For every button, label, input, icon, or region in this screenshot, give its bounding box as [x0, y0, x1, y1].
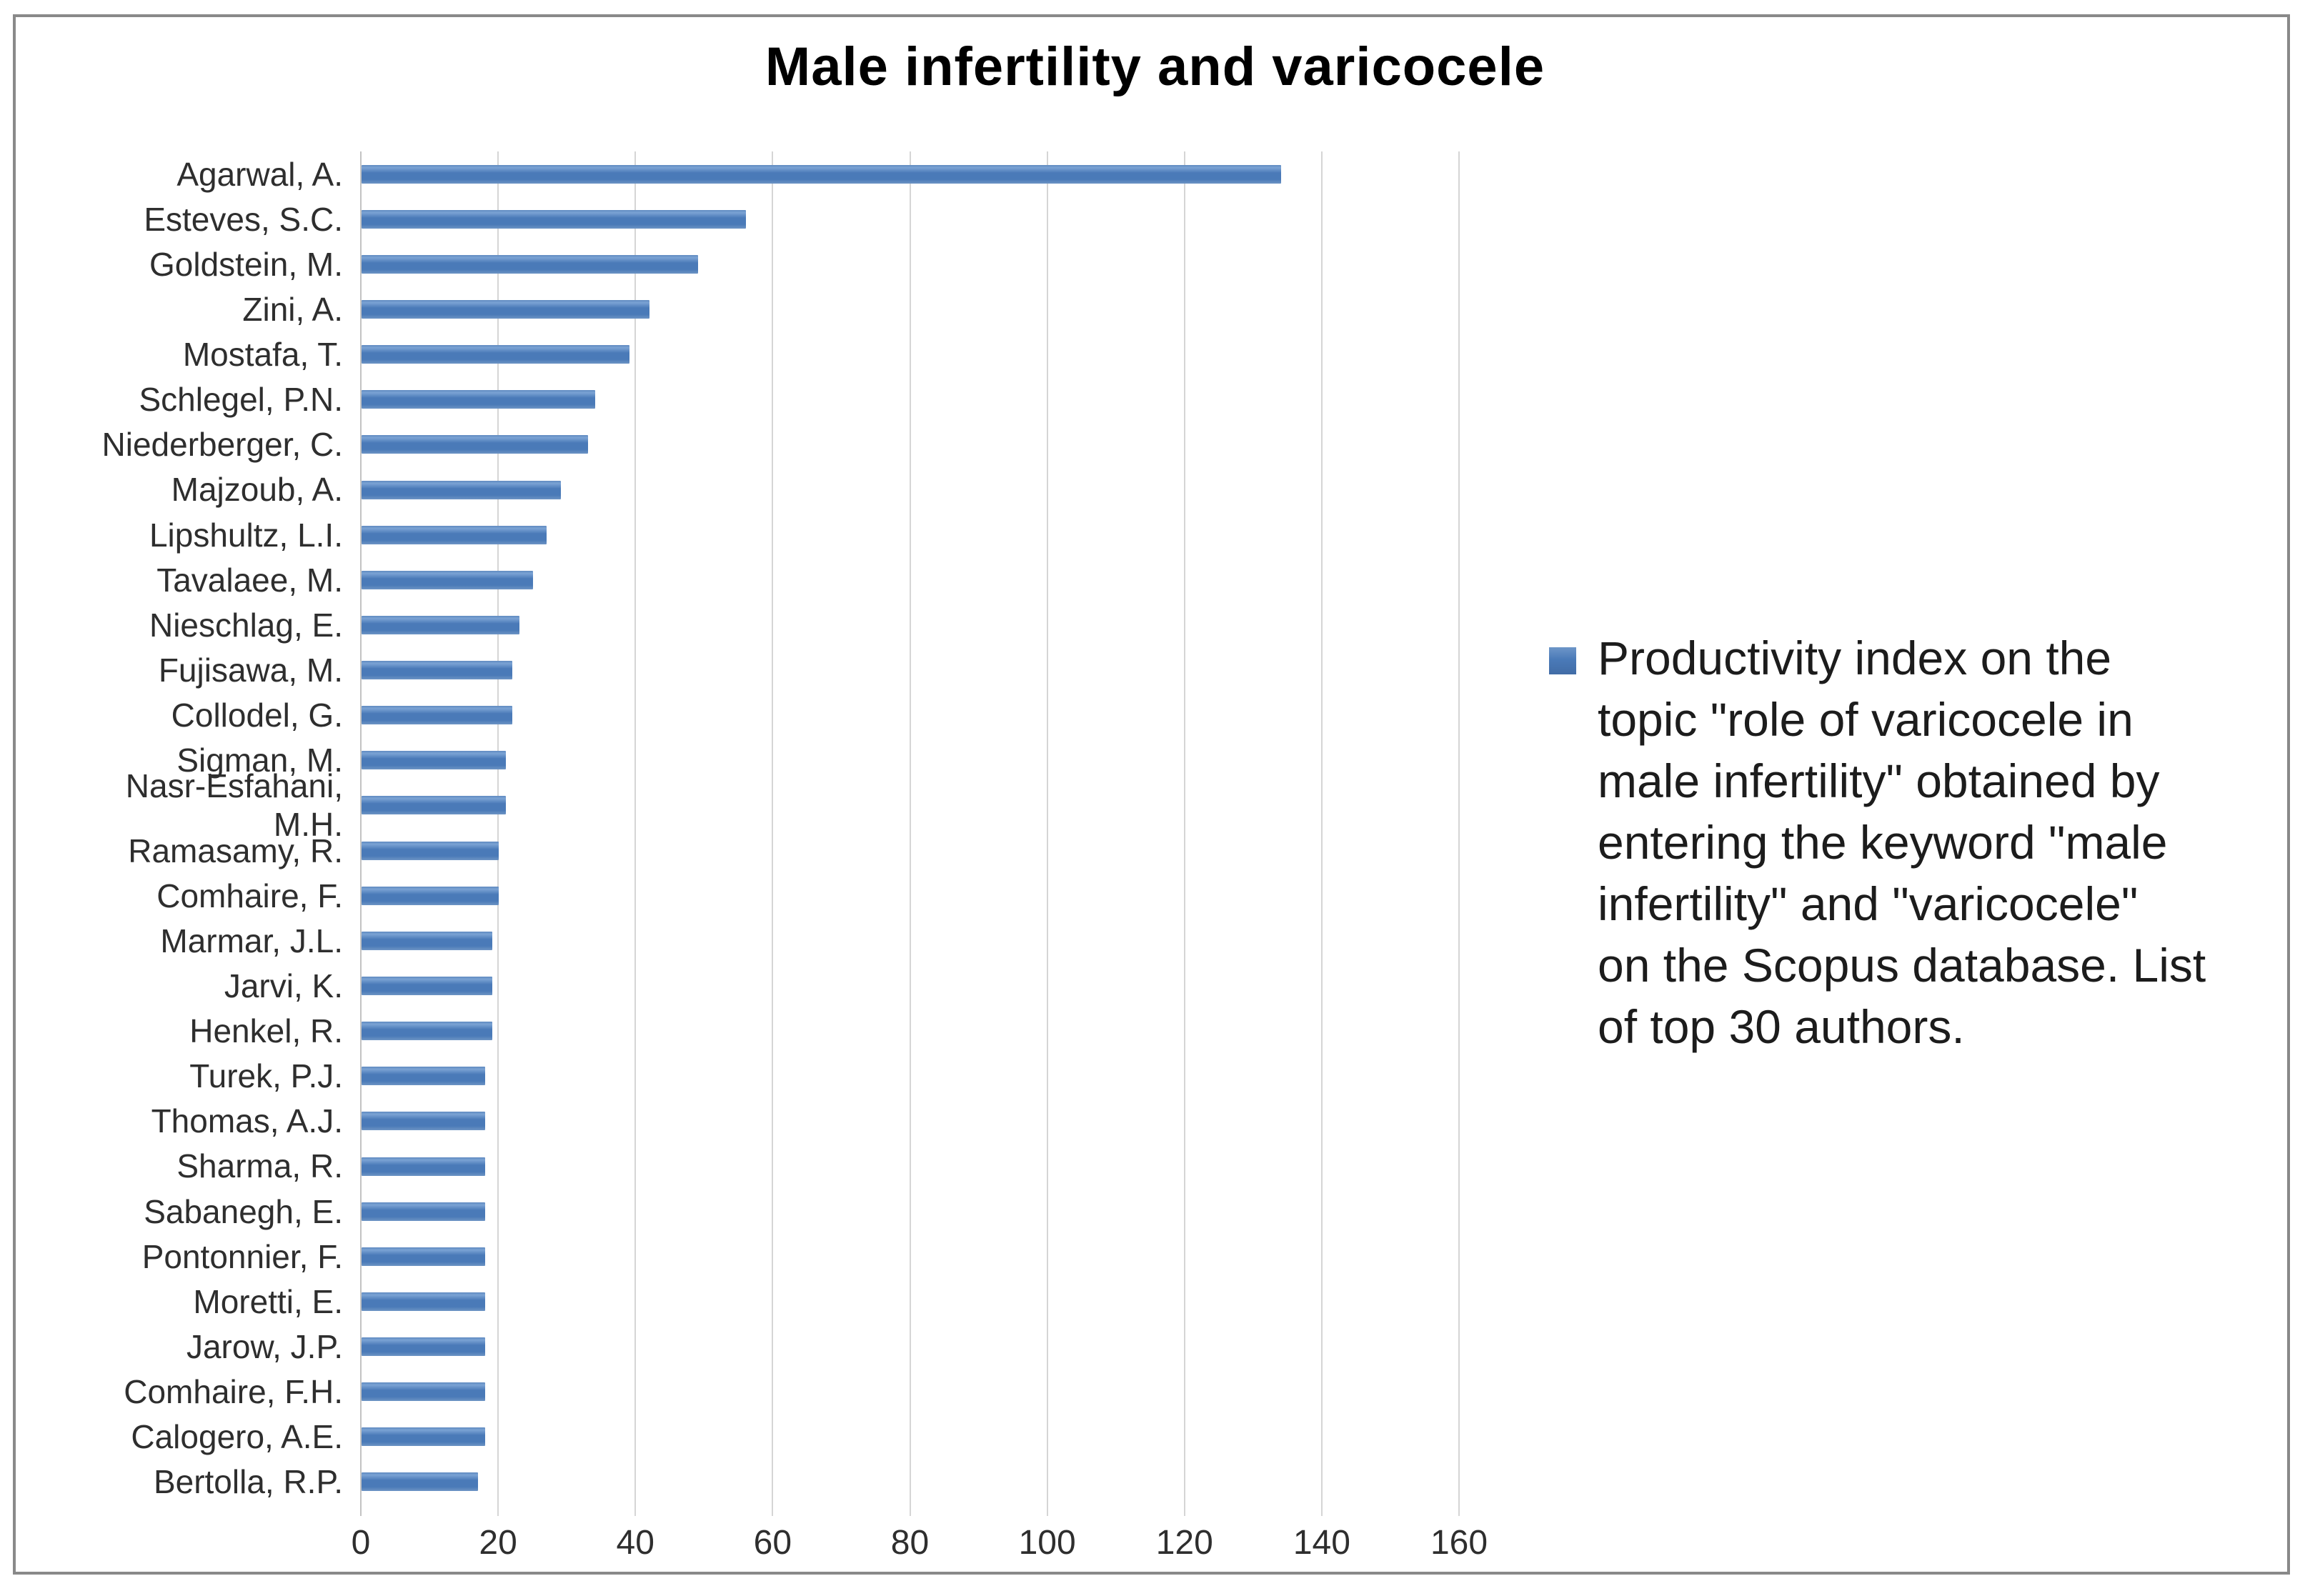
bar: [362, 615, 519, 634]
y-axis-label: Nasr-Esfahani, M.H.: [125, 767, 343, 844]
bar: [362, 209, 746, 229]
y-axis-label: Jarow, J.P.: [186, 1328, 343, 1366]
bar: [362, 345, 629, 364]
gridline: [909, 151, 911, 1516]
y-axis-label: Marmar, J.L.: [160, 922, 343, 959]
y-axis-line: [360, 151, 362, 1516]
y-axis-label: Thomas, A.J.: [151, 1102, 343, 1140]
gridline: [634, 151, 637, 1516]
legend-text: Productivity index on the topic "role of…: [1598, 632, 2206, 1053]
x-axis-tick-label: 60: [753, 1524, 792, 1562]
y-axis-label: Collodel, G.: [171, 697, 343, 734]
y-axis-label: Comhaire, F.H.: [124, 1373, 343, 1411]
bar: [362, 1112, 485, 1131]
y-axis-label: Esteves, S.C.: [144, 200, 343, 238]
y-axis-label: Pontonnier, F.: [141, 1237, 343, 1275]
bar: [362, 525, 547, 544]
y-axis-label: Turek, P.J.: [189, 1057, 343, 1095]
y-axis-label: Sigman, M.: [176, 742, 343, 779]
y-axis-label: Mostafa, T.: [182, 336, 343, 374]
x-axis-tick-label: 20: [479, 1524, 517, 1562]
y-axis-label: Sabanegh, E.: [144, 1192, 343, 1230]
bar: [362, 254, 698, 274]
bar: [362, 390, 595, 409]
bar: [362, 706, 512, 725]
y-axis-label: Schlegel, P.N.: [139, 381, 343, 419]
bar: [362, 164, 1281, 184]
y-axis-label: Comhaire, F.: [156, 877, 343, 914]
gridline: [772, 151, 774, 1516]
bar: [362, 1472, 478, 1492]
y-axis-label: Moretti, E.: [193, 1282, 343, 1320]
bar: [362, 1202, 485, 1221]
bar: [362, 1022, 492, 1041]
bar: [362, 299, 649, 319]
y-axis-label: Henkel, R.: [189, 1012, 343, 1050]
y-axis-label: Niederberger, C.: [101, 426, 344, 464]
bar: [362, 661, 512, 680]
y-axis-label: Zini, A.: [242, 290, 343, 328]
y-axis-label: Sharma, R.: [176, 1147, 343, 1185]
bar: [362, 751, 506, 770]
y-axis-label: Fujisawa, M.: [158, 652, 343, 689]
y-axis-label: Lipshultz, L.I.: [149, 516, 343, 554]
legend-marker-icon: [1549, 647, 1576, 674]
chart-title: Male infertility and varicocele: [765, 36, 1545, 97]
x-axis-tick-label: 160: [1430, 1524, 1488, 1562]
gridline: [1458, 151, 1460, 1516]
y-axis-label: Jarvi, K.: [224, 967, 343, 1004]
bar: [362, 1292, 485, 1311]
gridline: [1183, 151, 1185, 1516]
x-axis-tick-label: 140: [1293, 1524, 1350, 1562]
y-axis-label: Goldstein, M.: [149, 245, 343, 283]
bar: [362, 886, 499, 905]
y-axis-label: Nieschlag, E.: [149, 606, 343, 644]
bar: [362, 1337, 485, 1357]
gridline: [497, 151, 499, 1516]
bar: [362, 841, 499, 860]
bar: [362, 976, 492, 995]
bar: [362, 480, 561, 499]
bar: [362, 570, 533, 589]
bar: [362, 796, 506, 815]
y-axis-label: Calogero, A.E.: [131, 1418, 343, 1456]
x-axis-tick-label: 100: [1018, 1524, 1076, 1562]
y-axis-label: Agarwal, A.: [176, 155, 343, 193]
y-axis-label: Tavalaee, M.: [156, 561, 343, 599]
bar: [362, 1427, 485, 1447]
y-axis-label: Bertolla, R.P.: [153, 1463, 343, 1501]
x-axis-tick-label: 40: [616, 1524, 654, 1562]
bar: [362, 931, 492, 950]
y-axis-label: Ramasamy, R.: [128, 832, 343, 869]
gridline: [1320, 151, 1323, 1516]
x-axis-tick-label: 120: [1155, 1524, 1213, 1562]
x-axis-tick-label: 80: [890, 1524, 930, 1562]
bar: [362, 1382, 485, 1402]
bar: [362, 1157, 485, 1176]
bar: [362, 1247, 485, 1266]
bar: [362, 435, 588, 454]
y-axis-label: Majzoub, A.: [171, 471, 343, 509]
gridline: [1046, 151, 1048, 1516]
x-axis-tick-label: 0: [351, 1524, 371, 1562]
bar: [362, 1067, 485, 1086]
